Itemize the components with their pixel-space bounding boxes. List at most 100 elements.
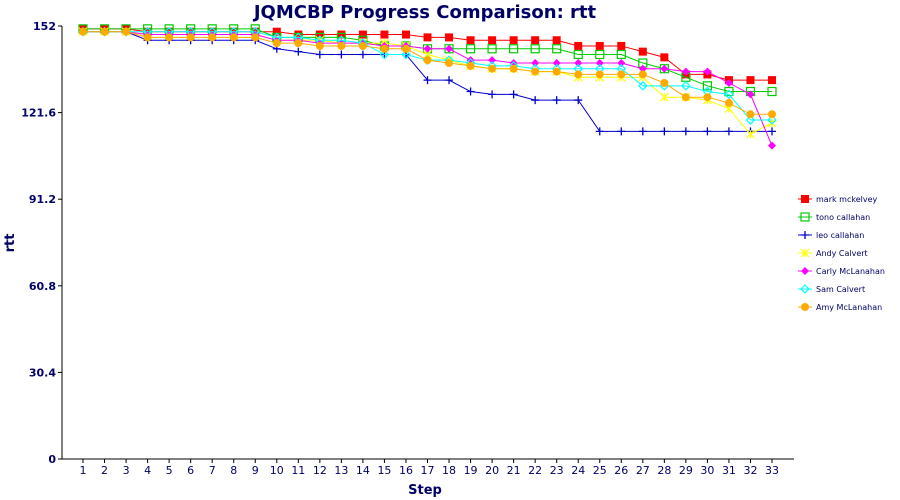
legend-item: mark mckelvey <box>798 195 878 204</box>
data-point <box>768 110 776 119</box>
data-point <box>595 41 604 50</box>
legend-label: Carly McLanahan <box>816 267 885 276</box>
x-tick-label: 7 <box>209 464 216 477</box>
data-point <box>358 30 367 39</box>
y-tick-label: 152 <box>33 20 56 33</box>
data-point <box>530 44 540 54</box>
data-point <box>552 96 561 105</box>
data-point <box>638 64 647 73</box>
data-point <box>617 59 626 68</box>
x-tick-label: 30 <box>700 464 714 477</box>
data-point <box>681 127 690 136</box>
legend-label: leo callahan <box>816 231 864 240</box>
data-point <box>724 78 733 87</box>
data-point <box>358 50 367 59</box>
x-tick-label: 8 <box>230 464 237 477</box>
data-point <box>768 76 776 85</box>
data-point <box>703 93 712 102</box>
x-tick-label: 28 <box>657 464 671 477</box>
data-point <box>294 47 303 56</box>
data-point <box>445 76 454 85</box>
data-point <box>294 30 303 39</box>
data-point <box>229 33 238 42</box>
data-point <box>509 44 519 54</box>
data-point <box>574 41 583 50</box>
data-point <box>466 87 475 96</box>
legend-item: leo callahan <box>798 231 864 240</box>
data-point <box>488 90 497 99</box>
x-tick-label: 23 <box>550 464 564 477</box>
data-point <box>637 80 648 91</box>
x-tick-label: 11 <box>291 464 305 477</box>
series-6 <box>79 27 776 119</box>
data-point <box>509 59 518 68</box>
data-point <box>337 41 346 50</box>
data-point <box>79 27 87 36</box>
data-point <box>767 115 777 125</box>
data-point <box>574 59 583 68</box>
data-point <box>337 50 346 59</box>
data-point <box>659 92 669 102</box>
legend-label: mark mckelvey <box>816 195 878 204</box>
data-point <box>401 30 410 39</box>
data-point <box>272 27 281 36</box>
legend-label: tono callahan <box>816 213 870 222</box>
x-tick-label: 15 <box>377 464 391 477</box>
x-tick-label: 31 <box>722 464 736 477</box>
data-point <box>272 39 281 48</box>
data-point <box>595 59 604 68</box>
data-point <box>531 96 540 105</box>
x-tick-label: 17 <box>421 464 435 477</box>
data-point <box>681 80 691 91</box>
data-point <box>509 64 518 73</box>
x-tick-label: 5 <box>166 464 173 477</box>
data-point <box>401 49 411 60</box>
data-point <box>466 61 475 70</box>
data-point <box>487 44 497 54</box>
data-point <box>423 33 432 42</box>
legend-marker <box>800 284 810 294</box>
y-tick-label: 0 <box>48 453 56 466</box>
data-point <box>401 44 410 53</box>
series-2 <box>79 27 776 136</box>
legend-marker <box>801 267 809 275</box>
data-point <box>379 49 390 60</box>
data-point <box>423 76 432 85</box>
data-point <box>660 127 669 136</box>
data-point <box>315 50 324 59</box>
data-point <box>767 86 777 97</box>
data-point <box>143 33 152 42</box>
x-tick-label: 26 <box>614 464 628 477</box>
x-tick-label: 6 <box>187 464 194 477</box>
y-axis-label: rtt <box>3 234 18 253</box>
data-point <box>595 127 604 136</box>
data-point <box>660 78 669 87</box>
legend-marker <box>801 195 809 203</box>
data-point <box>573 49 583 60</box>
x-tick-label: 10 <box>270 464 284 477</box>
data-point <box>616 49 626 60</box>
series-5 <box>78 26 777 125</box>
data-point <box>445 44 454 53</box>
data-point <box>574 70 583 79</box>
x-tick-label: 22 <box>528 464 542 477</box>
data-point <box>466 56 475 65</box>
x-tick-label: 9 <box>252 464 259 477</box>
data-point <box>509 36 518 45</box>
series-layer <box>78 24 777 150</box>
data-point <box>380 44 389 53</box>
data-point <box>423 56 432 65</box>
data-point <box>488 64 497 73</box>
data-point <box>574 96 583 105</box>
data-point <box>552 44 562 54</box>
data-point <box>552 36 561 45</box>
data-point <box>186 33 195 42</box>
data-point <box>638 127 647 136</box>
x-tick-label: 24 <box>571 464 585 477</box>
data-point <box>294 39 303 48</box>
x-tick-label: 32 <box>743 464 757 477</box>
data-point <box>617 41 626 50</box>
